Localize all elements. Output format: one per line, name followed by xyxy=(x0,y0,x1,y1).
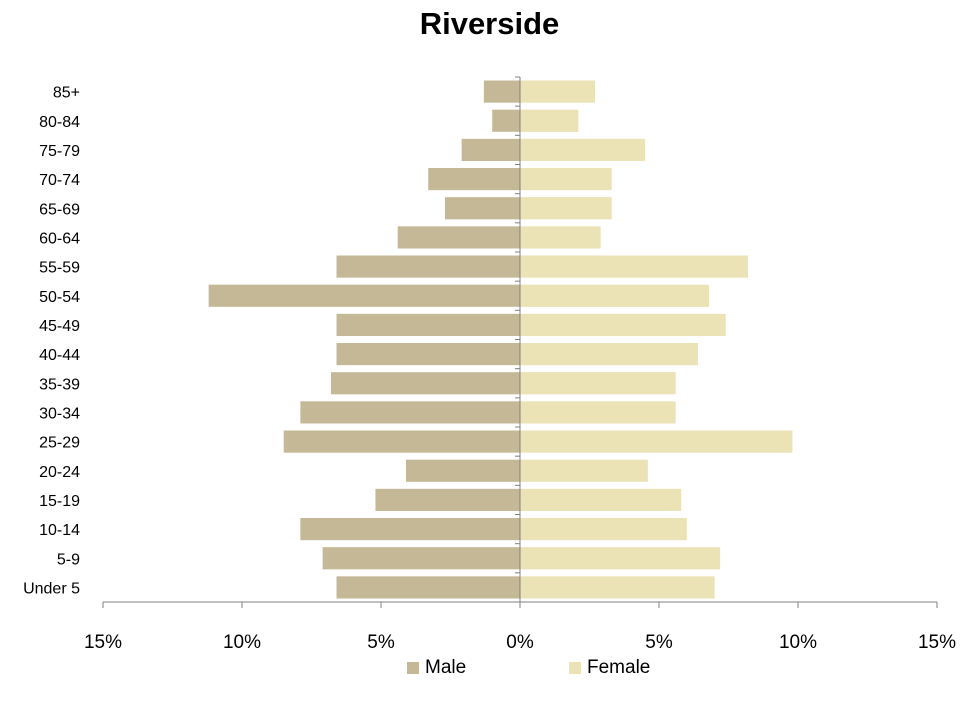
bar-female-85plus xyxy=(520,80,596,103)
category-label: 75-79 xyxy=(39,143,80,160)
category-label: 10-14 xyxy=(39,522,80,539)
bar-male-65-69 xyxy=(444,197,520,220)
bar-male-55-59 xyxy=(336,255,520,278)
bar-female-5-9 xyxy=(520,547,721,570)
bar-male-35-39 xyxy=(330,372,520,395)
x-tick-label: 15% xyxy=(84,632,122,653)
bar-female-40-44 xyxy=(520,343,698,366)
legend-label-female: Female xyxy=(587,657,651,678)
category-label: 85+ xyxy=(53,85,80,102)
category-label: Under 5 xyxy=(23,580,80,597)
x-tick-label: 10% xyxy=(223,632,261,653)
bar-female-10-14 xyxy=(520,518,687,541)
x-tick-label: 5% xyxy=(645,632,673,653)
legend-label-male: Male xyxy=(425,657,467,678)
bar-female-65-69 xyxy=(520,197,612,220)
labels-layer: 85+ 80-84 75-79 70-74 65-69 60-64 55-59 50-54 45… xyxy=(23,85,956,653)
bar-female-75-79 xyxy=(520,138,646,161)
bar-male-50-54 xyxy=(208,284,520,307)
bar-male-10-14 xyxy=(300,518,520,541)
bar-female-70-74 xyxy=(520,168,612,191)
bar-female-under-5 xyxy=(520,576,715,599)
category-label: 35-39 xyxy=(39,376,80,393)
bar-male-20-24 xyxy=(406,459,520,482)
bar-female-60-64 xyxy=(520,226,601,249)
bar-male-25-29 xyxy=(283,430,520,453)
bar-female-35-39 xyxy=(520,372,676,395)
category-label: 30-34 xyxy=(39,405,80,422)
category-label: 5-9 xyxy=(57,551,80,568)
bar-male-70-74 xyxy=(428,168,520,191)
bar-male-75-79 xyxy=(461,138,520,161)
bar-male-under-5 xyxy=(336,576,520,599)
x-tick-label: 0% xyxy=(506,632,534,653)
bar-male-60-64 xyxy=(397,226,520,249)
bar-male-45-49 xyxy=(336,313,520,336)
bar-male-5-9 xyxy=(322,547,520,570)
axis-layer xyxy=(102,76,938,608)
bar-male-15-19 xyxy=(375,488,520,511)
x-tick-label: 15% xyxy=(918,632,956,653)
category-label: 55-59 xyxy=(39,260,80,277)
bar-female-50-54 xyxy=(520,284,710,307)
category-label: 50-54 xyxy=(39,289,80,306)
category-label: 60-64 xyxy=(39,230,80,247)
category-label: 20-24 xyxy=(39,464,80,481)
legend-item-male: Male xyxy=(407,657,466,679)
bar-male-80-84 xyxy=(492,109,520,132)
category-label: 45-49 xyxy=(39,318,80,335)
bar-female-80-84 xyxy=(520,109,579,132)
category-label: 70-74 xyxy=(39,172,80,189)
bar-female-55-59 xyxy=(520,255,748,278)
bars-layer xyxy=(208,80,793,599)
legend: Male Female xyxy=(0,657,979,687)
category-label: 15-19 xyxy=(39,493,80,510)
bar-female-20-24 xyxy=(520,459,648,482)
category-label: 65-69 xyxy=(39,201,80,218)
category-label: 25-29 xyxy=(39,435,80,452)
bar-female-25-29 xyxy=(520,430,793,453)
bar-male-85plus xyxy=(483,80,520,103)
legend-swatch-female xyxy=(569,662,581,674)
x-tick-label: 10% xyxy=(779,632,817,653)
bar-male-40-44 xyxy=(336,343,520,366)
chart-title: Riverside xyxy=(419,6,560,41)
category-label: 80-84 xyxy=(39,114,80,131)
bar-male-30-34 xyxy=(300,401,520,424)
bar-female-30-34 xyxy=(520,401,676,424)
bar-female-15-19 xyxy=(520,488,682,511)
bar-female-45-49 xyxy=(520,313,726,336)
legend-swatch-male xyxy=(407,662,419,674)
legend-item-female: Female xyxy=(569,657,650,679)
x-tick-label: 5% xyxy=(367,632,395,653)
category-label: 40-44 xyxy=(39,347,80,364)
